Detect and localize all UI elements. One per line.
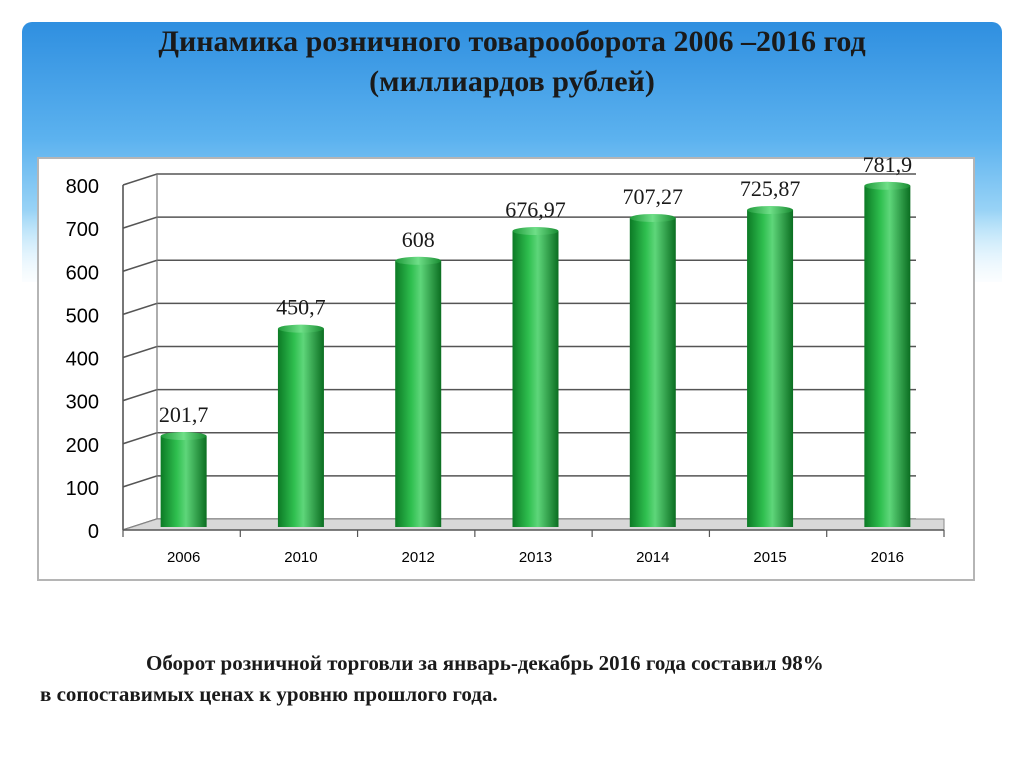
bar-top: [512, 227, 559, 236]
bar: [512, 231, 559, 527]
bar: [395, 260, 442, 527]
bar: [160, 436, 207, 527]
bar: [747, 209, 794, 527]
data-label: 676,97: [505, 197, 566, 222]
x-tick-label: 2016: [871, 549, 904, 566]
y-tick-label: 500: [66, 305, 99, 327]
bar-top: [747, 205, 794, 214]
title-line-1: Динамика розничного товарооборота 2006 –…: [158, 25, 866, 58]
data-label: 201,7: [159, 402, 209, 427]
x-tick-label: 2006: [167, 549, 200, 566]
bar: [277, 328, 324, 527]
bar-top: [395, 256, 442, 265]
y-tick-label: 700: [66, 219, 99, 241]
data-label: 608: [402, 227, 435, 252]
y-tick-label: 100: [66, 478, 99, 500]
data-label: 781,9: [863, 152, 913, 177]
y-tick-label: 400: [66, 349, 99, 371]
x-tick-label: 2013: [519, 549, 552, 566]
slide-title: Динамика розничного товарооборота 2006 –…: [40, 22, 984, 102]
bar-top: [160, 432, 207, 441]
x-tick-label: 2015: [753, 549, 786, 566]
data-label: 725,87: [740, 176, 801, 201]
x-tick-label: 2014: [636, 549, 669, 566]
y-tick-label: 300: [66, 392, 99, 414]
y-tick-label: 0: [88, 521, 99, 543]
bar: [864, 185, 911, 528]
data-label: 450,7: [276, 295, 326, 320]
title-line-2: (миллиардов рублей): [369, 65, 655, 98]
data-label: 707,27: [623, 184, 684, 209]
bar-top: [629, 213, 676, 222]
bar-top: [277, 324, 324, 333]
bar: [629, 217, 676, 527]
y-tick-label: 600: [66, 262, 99, 284]
x-tick-label: 2012: [402, 549, 435, 566]
y-tick-label: 200: [66, 435, 99, 457]
caption-line-2: в сопоставимых ценах к уровню прошлого г…: [40, 682, 498, 706]
bar-top: [864, 181, 911, 190]
x-tick-label: 2010: [284, 549, 317, 566]
caption-line-1: Оборот розничной торговли за январь-дека…: [146, 651, 824, 675]
y-tick-label: 800: [66, 176, 99, 198]
caption: Оборот розничной торговли за январь-дека…: [40, 648, 990, 710]
